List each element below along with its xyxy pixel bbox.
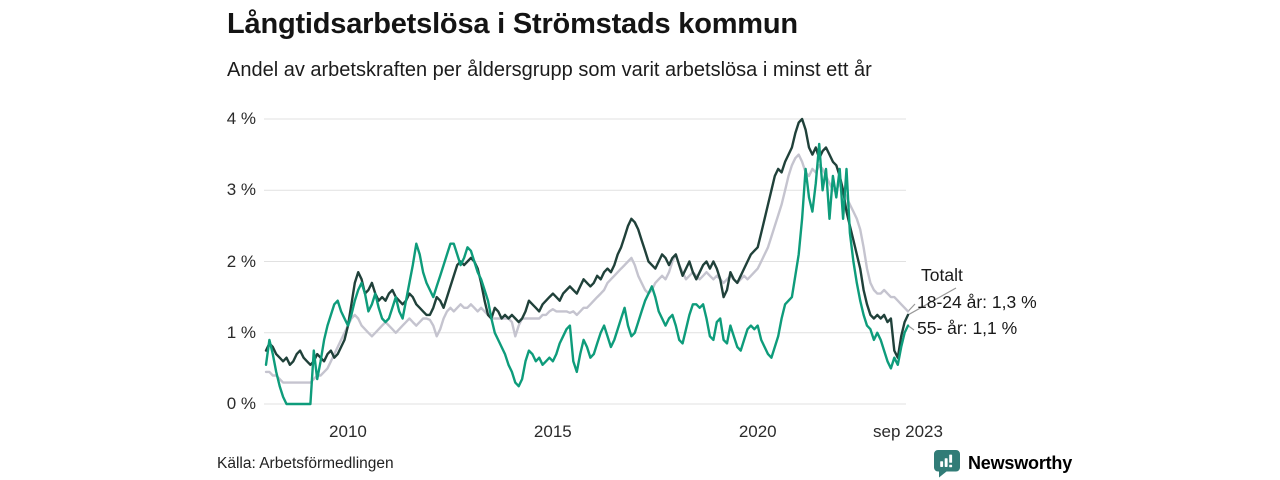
x-tick-label: 2010: [329, 422, 367, 441]
annotation-leader-line: [907, 325, 915, 331]
series-line-55--år: [264, 142, 910, 406]
y-tick-label: 1 %: [226, 322, 256, 342]
brand-name: Newsworthy: [968, 453, 1073, 473]
source-note: Källa: Arbetsförmedlingen: [217, 455, 394, 472]
chart-subtitle: Andel av arbetskraften per åldersgrupp s…: [227, 59, 872, 81]
page-title: Långtidsarbetslösa i Strömstads kommun: [227, 8, 798, 40]
branding: Newsworthy: [933, 449, 1072, 478]
series-end-label: 18-24 år: 1,3 %: [917, 292, 1037, 312]
y-tick-label: 3 %: [226, 180, 256, 200]
x-tick-label: 2015: [533, 422, 572, 441]
series-line-18-24-år: [264, 153, 910, 384]
annotation-leader-line: [907, 287, 957, 316]
series-end-label: Totalt: [921, 265, 963, 285]
series-end-label: 55- år: 1,1 %: [917, 318, 1018, 338]
y-tick-label: 0 %: [226, 394, 256, 413]
newsworthy-logo-icon: [934, 450, 960, 478]
y-tick-label: 4 %: [226, 109, 256, 128]
y-tick-label: 2 %: [226, 251, 256, 271]
x-tick-label: sep 2023: [873, 422, 943, 441]
series-line-totalt: [264, 117, 910, 366]
x-tick-label: 2020: [738, 422, 777, 441]
annotation-leader-line: [907, 303, 916, 312]
